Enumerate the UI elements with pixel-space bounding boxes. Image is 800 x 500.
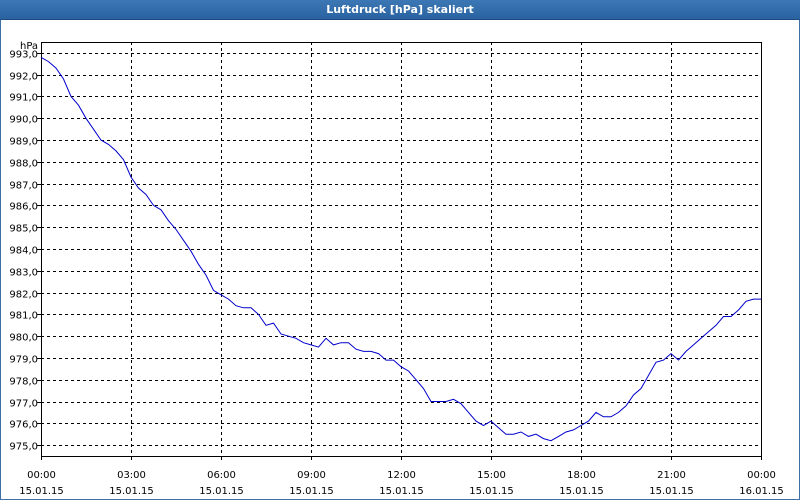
x-tick-date-label: 15.01.15 (199, 486, 244, 497)
y-tick-label: 990,0 (9, 115, 38, 126)
y-tick-label: 978,0 (9, 377, 38, 388)
x-tick-date-label: 15.01.15 (469, 486, 514, 497)
y-tick-label: 988,0 (9, 159, 38, 170)
y-tick-label: 986,0 (9, 202, 38, 213)
series-line (40, 56, 761, 442)
x-tick-date-label: 15.01.15 (379, 486, 424, 497)
y-axis-label: hPa (20, 41, 38, 52)
y-tick-label: 979,0 (9, 355, 38, 366)
y-tick-label: 991,0 (9, 93, 38, 104)
x-tick-time-label: 06:00 (207, 470, 236, 481)
y-tick-label: 983,0 (9, 268, 38, 279)
x-tick-time-label: 03:00 (117, 470, 146, 481)
y-tick-label: 982,0 (9, 290, 38, 301)
x-tick-date-label: 15.01.15 (109, 486, 154, 497)
y-tick-label: 981,0 (9, 311, 38, 322)
y-tick-label: 992,0 (9, 72, 38, 83)
y-tick-label: 985,0 (9, 224, 38, 235)
y-tick-label: 977,0 (9, 399, 38, 410)
x-tick-time-label: 00:00 (747, 470, 776, 481)
y-tick-label: 975,0 (9, 442, 38, 453)
x-tick-time-label: 12:00 (387, 470, 416, 481)
y-tick-label: 980,0 (9, 333, 38, 344)
x-tick-time-label: 18:00 (567, 470, 596, 481)
x-tick-time-label: 00:00 (27, 470, 56, 481)
x-tick-time-label: 21:00 (657, 470, 686, 481)
x-tick-date-label: 15.01.15 (649, 486, 694, 497)
x-tick-date-label: 15.01.15 (559, 486, 604, 497)
window-title: Luftdruck [hPa] skaliert (0, 0, 800, 20)
y-tick-label: 984,0 (9, 246, 38, 257)
x-tick-time-label: 09:00 (297, 470, 326, 481)
y-tick-label: 989,0 (9, 137, 38, 148)
x-tick-date-label: 15.01.15 (289, 486, 334, 497)
x-axis-ticks: 00:00 15.01.15 03:00 15.01.15 06:00 15.01.15 0… (19, 456, 784, 497)
x-tick-date-label: 15.01.15 (19, 486, 64, 497)
y-axis-ticks: 975,0 976,0 977,0 978,0 979,0 980,0 981,0 982,0… (9, 50, 41, 453)
x-tick-time-label: 15:00 (477, 470, 506, 481)
series-layer (40, 56, 761, 442)
y-tick-label: 976,0 (9, 420, 38, 431)
y-tick-label: 993,0 (9, 50, 38, 61)
x-tick-date-label: 16.01.15 (739, 486, 784, 497)
grid (41, 42, 761, 456)
y-tick-label: 987,0 (9, 181, 38, 192)
